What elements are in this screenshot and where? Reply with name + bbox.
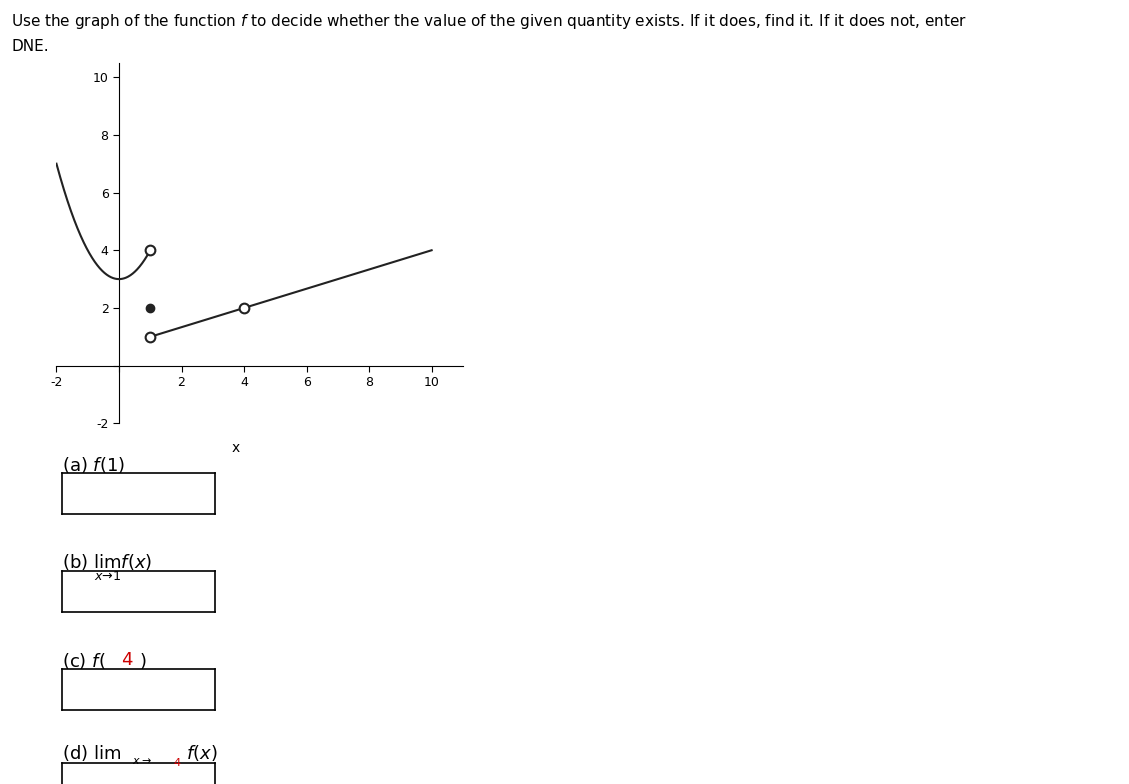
- Text: Use the graph of the function $f$ to decide whether the value of the given quant: Use the graph of the function $f$ to dec…: [11, 12, 968, 31]
- Text: $4$: $4$: [121, 651, 133, 669]
- Text: $)$: $)$: [139, 651, 147, 671]
- Text: (d) $\lim$: (d) $\lim$: [62, 743, 121, 764]
- Text: (b) $\lim_{x \to 1} f(x)$: (b) $\lim_{x \to 1} f(x)$: [62, 553, 152, 583]
- Text: (a) $f(1)$: (a) $f(1)$: [62, 455, 125, 475]
- Text: $4$: $4$: [173, 756, 182, 768]
- Text: $x \to$: $x \to$: [132, 756, 152, 766]
- Text: (c) $f($: (c) $f($: [62, 651, 106, 671]
- X-axis label: x: x: [231, 441, 239, 456]
- Text: DNE.: DNE.: [11, 39, 49, 54]
- Text: $f(x)$: $f(x)$: [186, 743, 218, 764]
